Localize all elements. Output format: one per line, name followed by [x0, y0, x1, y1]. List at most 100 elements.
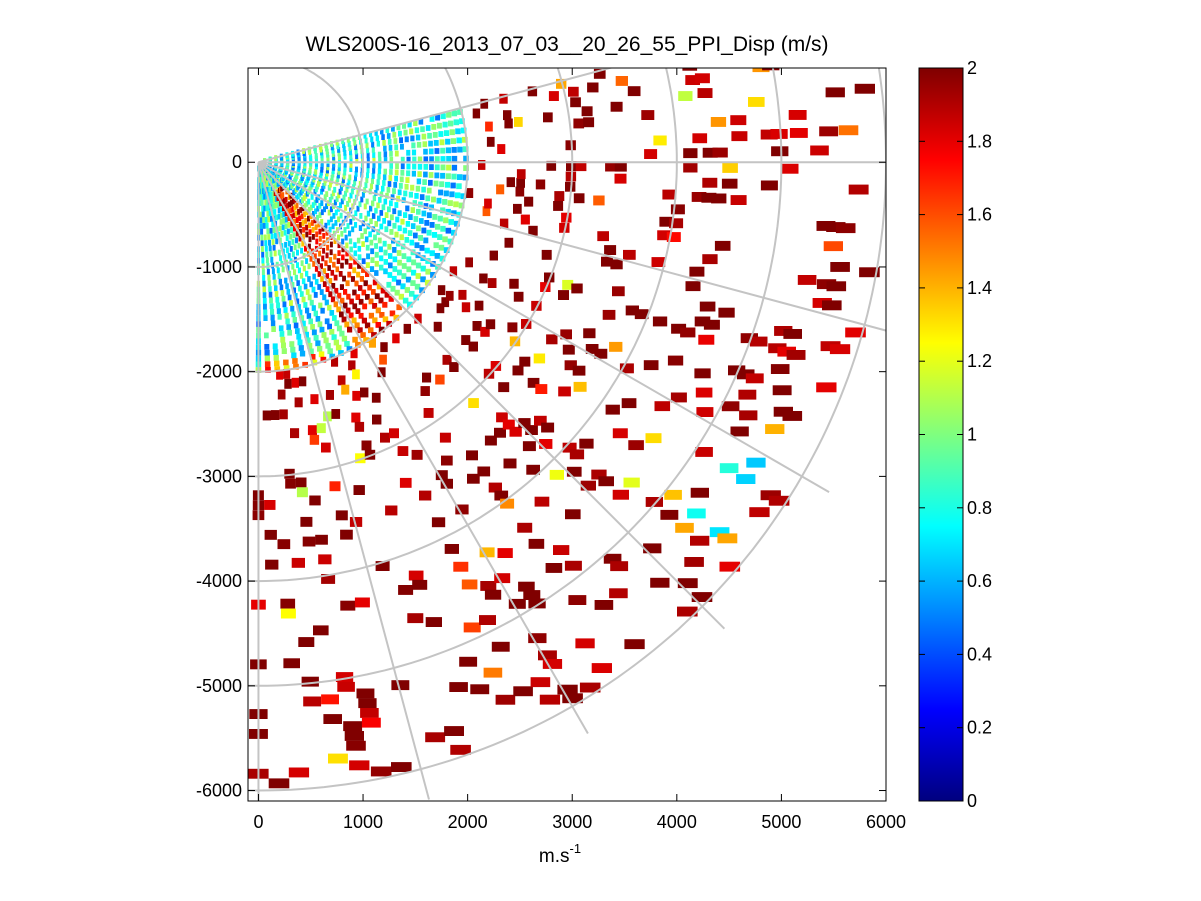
- data-cell: [667, 355, 684, 366]
- data-cell: [371, 332, 377, 338]
- data-cell: [456, 183, 462, 190]
- data-cell: [331, 151, 335, 157]
- data-cell: [381, 185, 385, 192]
- data-cell: [468, 341, 478, 352]
- data-cell: [422, 141, 428, 148]
- data-cell: [372, 303, 378, 309]
- data-cell: [305, 200, 309, 207]
- data-cell: [375, 322, 381, 328]
- data-cell: [307, 198, 311, 205]
- data-cell: [287, 252, 291, 259]
- data-cell: [282, 211, 286, 218]
- data-cell: [526, 464, 540, 475]
- data-cell: [264, 216, 268, 223]
- data-cell: [384, 291, 390, 298]
- data-cell: [458, 289, 467, 300]
- data-cell: [336, 306, 341, 313]
- data-cell: [302, 361, 308, 368]
- data-cell: [442, 121, 448, 128]
- data-cell: [449, 682, 468, 692]
- data-cell: [286, 187, 290, 194]
- data-cell: [258, 200, 262, 206]
- data-cell: [262, 280, 266, 287]
- data-cell: [292, 212, 296, 219]
- data-cell: [701, 192, 717, 203]
- data-cell: [826, 281, 847, 292]
- data-cell: [416, 208, 421, 215]
- data-cell: [261, 269, 265, 275]
- data-cell: [384, 226, 389, 233]
- data-cell: [322, 247, 326, 254]
- data-cell: [569, 449, 585, 460]
- data-cell: [670, 204, 685, 215]
- data-cell: [500, 498, 515, 509]
- data-cell: [289, 341, 295, 347]
- data-cell: [434, 172, 440, 179]
- data-cell: [749, 336, 768, 347]
- data-cell: [412, 200, 417, 206]
- data-cell: [503, 458, 517, 469]
- data-cell: [266, 268, 270, 275]
- data-cell: [415, 134, 421, 141]
- data-cell: [356, 271, 361, 278]
- data-cell: [413, 232, 418, 239]
- data-cell: [302, 265, 306, 272]
- data-cell: [354, 280, 359, 287]
- data-cell: [333, 238, 337, 244]
- data-cell: [308, 222, 311, 229]
- data-cell: [358, 225, 363, 231]
- data-cell: [305, 231, 309, 238]
- chart-title: WLS200S-16_2013_07_03__20_26_55_PPI_Disp…: [305, 33, 828, 56]
- data-cell: [702, 254, 718, 265]
- data-cell: [371, 289, 376, 295]
- data-cell: [433, 180, 439, 187]
- polar-grid-ring: [248, 68, 574, 478]
- data-cell: [264, 361, 271, 368]
- data-cell: [320, 188, 323, 195]
- data-cell: [507, 322, 518, 333]
- data-cell: [331, 171, 335, 178]
- data-cell: [453, 119, 460, 126]
- data-cell: [279, 206, 283, 213]
- data-cell: [284, 216, 288, 223]
- data-cell: [279, 331, 285, 337]
- data-cell: [392, 222, 397, 229]
- data-cell: [399, 477, 412, 488]
- data-cell: [279, 409, 288, 420]
- data-cell: [397, 225, 402, 232]
- data-cell: [414, 127, 420, 134]
- data-cell: [697, 88, 713, 98]
- data-cell: [317, 321, 323, 328]
- data-cell: [291, 352, 297, 359]
- data-cell: [786, 350, 806, 360]
- data-cell: [271, 268, 275, 275]
- data-cell: [402, 297, 409, 304]
- data-cell: [356, 688, 375, 699]
- data-cell: [361, 191, 365, 198]
- data-cell: [568, 86, 579, 97]
- data-cell: [319, 289, 324, 295]
- data-cell: [816, 221, 836, 231]
- data-cell: [274, 366, 281, 373]
- data-cell: [389, 428, 399, 439]
- data-cell: [309, 204, 313, 211]
- data-cell: [317, 284, 322, 290]
- data-cell: [450, 744, 471, 755]
- data-cell: [340, 297, 345, 304]
- data-cell: [365, 198, 369, 205]
- data-cell: [717, 533, 738, 544]
- polar-grid-ring: [248, 68, 886, 792]
- data-cell: [415, 185, 421, 192]
- data-cell: [718, 307, 735, 318]
- data-cell: [451, 210, 457, 217]
- data-cell: [341, 316, 347, 323]
- data-cell: [285, 235, 289, 241]
- data-cell: [397, 259, 402, 266]
- data-cell: [556, 78, 567, 89]
- data-cell: [409, 239, 415, 246]
- data-cell: [355, 294, 361, 300]
- data-cell: [422, 179, 427, 185]
- data-cell: [365, 262, 370, 268]
- data-cell: [291, 557, 305, 568]
- data-cell: [666, 232, 681, 242]
